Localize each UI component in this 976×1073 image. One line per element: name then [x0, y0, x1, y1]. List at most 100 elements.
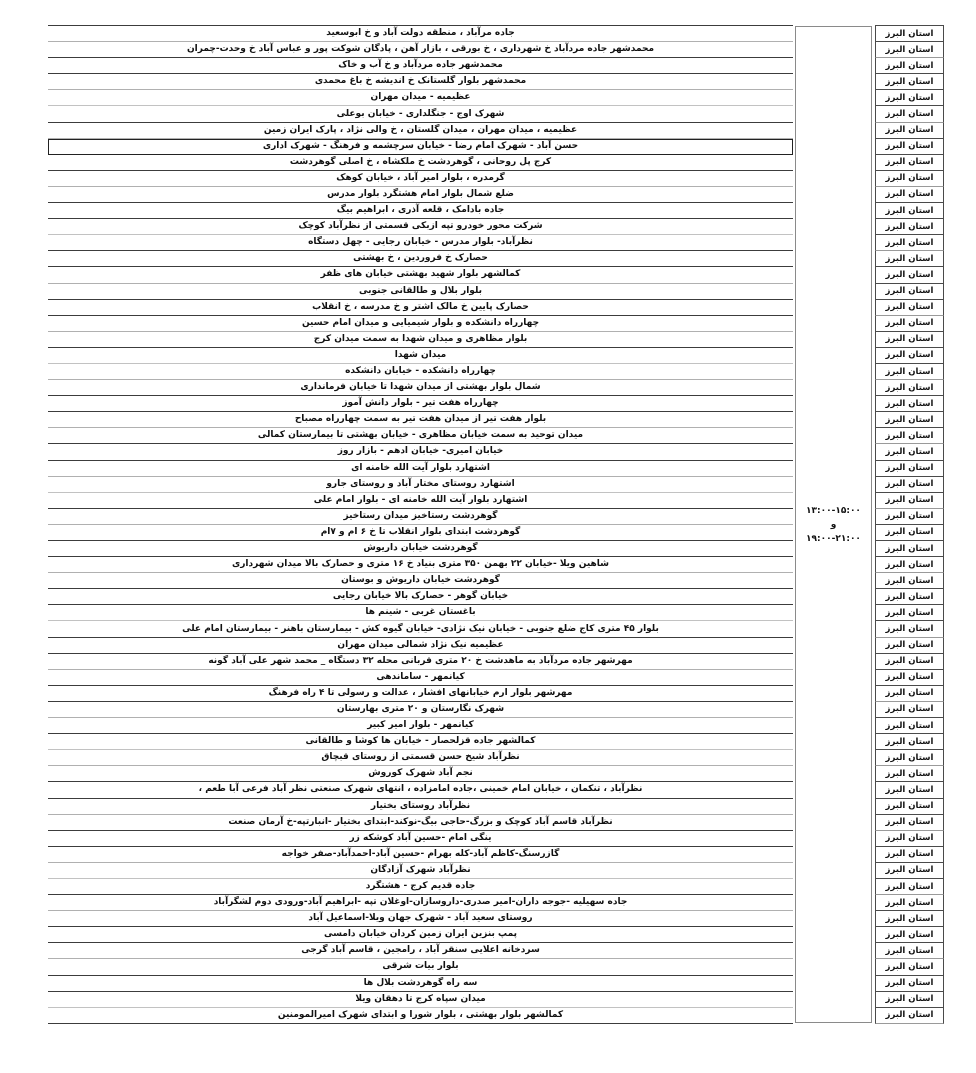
province-cell: استان البرز	[875, 90, 944, 107]
area-row: جاده مرآباد ، منطقه دولت آباد و خ ابوسعی…	[48, 26, 793, 43]
area-row: حصارک پایین خ مالک اشتر و خ مدرسه ، خ ان…	[48, 300, 793, 316]
area-row: گوهردشت ابتدای بلوار انقلاب تا خ ۶ ام و …	[48, 525, 793, 541]
province-cell: استان البرز	[875, 718, 944, 735]
province-cell: استان البرز	[875, 412, 944, 429]
area-row: گازرسنگ-کاظم آباد-کله بهرام -حسین آباد-ا…	[48, 847, 793, 863]
area-row: شرکت محور خودرو تپه ازبکی قسمتی از نظرآب…	[48, 219, 793, 236]
province-cell: استان البرز	[875, 701, 944, 719]
area-row: اشتهارد بلوار آیت الله خامنه ای	[48, 461, 793, 477]
area-row: شهرک نگارستان و ۲۰ متری بهارستان	[48, 702, 793, 719]
province-cell: استان البرز	[875, 299, 944, 316]
area-row: نظرآباد قاسم آباد کوچک و بزرگ-حاجی بیگ-ن…	[48, 815, 793, 831]
province-cell: استان البرز	[875, 380, 944, 397]
province-cell: استان البرز	[875, 621, 944, 638]
province-cell: استان البرز	[875, 846, 944, 863]
province-cell: استان البرز	[875, 26, 944, 43]
area-row: بلوار بیات شرقی	[48, 959, 793, 976]
area-row: جاده سهیلیه -جوجه داران-امیر صدری-داروسا…	[48, 895, 793, 912]
province-cell: استان البرز	[875, 911, 944, 928]
area-row: خیابان گوهر - حصارک بالا خیابان رجایی	[48, 589, 793, 606]
province-cell: استان البرز	[875, 122, 944, 139]
province-cell: استان البرز	[875, 605, 944, 622]
province-cell: استان البرز	[875, 766, 944, 783]
province-cell: استان البرز	[875, 396, 944, 413]
area-row: چهارراه هفت تیر - بلوار دانش آموز	[48, 396, 793, 413]
area-row: روستای سعید آباد - شهرک جهان ویلا-اسماعی…	[48, 911, 793, 928]
area-row: خیابان امیری- خیابان ادهم - بازار روز	[48, 444, 793, 461]
province-cell: استان البرز	[875, 235, 944, 252]
province-cell: استان البرز	[875, 798, 944, 815]
province-cell: استان البرز	[875, 347, 944, 364]
province-cell: استان البرز	[875, 878, 944, 896]
area-row: کمالشهر بلوار بهشتی ، بلوار شورا و ابتدا…	[48, 1008, 793, 1024]
province-cell: استان البرز	[875, 524, 944, 541]
province-cell: استان البرز	[875, 637, 944, 654]
time-range-1: ۱۳:۰۰-۱۵:۰۰	[806, 505, 861, 516]
area-row: ضلع شمال بلوار امام هشتگرد بلوار مدرس	[48, 187, 793, 204]
province-cell: استان البرز	[875, 186, 944, 204]
area-row: مهرشهر جاده مردآباد به ماهدشت خ ۲۰ متری …	[48, 654, 793, 670]
province-cell: استان البرز	[875, 219, 944, 236]
area-row: گوهردشت رستاخیز میدان رستاخیز	[48, 509, 793, 525]
time-window-cell: ۱۳:۰۰-۱۵:۰۰ و ۱۹:۰۰-۲۱:۰۰	[795, 26, 872, 1023]
area-row: نظرآباد ، تنکمان ، خیابان امام خمینی ،جا…	[48, 782, 793, 799]
area-row: حصارک خ فروردین ، خ بهشتی	[48, 251, 793, 268]
area-row: بلوار مظاهری و میدان شهدا به سمت میدان ک…	[48, 332, 793, 348]
province-cell: استان البرز	[875, 154, 944, 171]
area-row: ینگی امام -حسین آباد کوشکه زر	[48, 831, 793, 847]
province-cell: استان البرز	[875, 363, 944, 381]
area-row: چهارراه دانشکده - خیابان دانشکده	[48, 364, 793, 381]
province-cell: استان البرز	[875, 476, 944, 493]
area-row: نظرآباد روستای بختیار	[48, 799, 793, 815]
province-cell: استان البرز	[875, 975, 944, 992]
province-cell: استان البرز	[875, 267, 944, 284]
area-row: اشتهارد روستای مختار آباد و روستای جارو	[48, 477, 793, 493]
area-row: چهارراه دانشکده و بلوار شیمیایی و میدان …	[48, 316, 793, 332]
province-cell: استان البرز	[875, 315, 944, 332]
area-row: نجم آباد شهرک کوروش	[48, 766, 793, 783]
area-row: عظیمیه - میدان مهران	[48, 90, 793, 107]
province-cell: استان البرز	[875, 283, 944, 300]
area-row: بلوار هفت تیر از میدان هفت تیر به سمت چه…	[48, 412, 793, 429]
area-row: سردخانه اعلایی سنقر آباد ، رامجین ، قاسم…	[48, 943, 793, 960]
area-row: باغستان غربی - شینم ها	[48, 605, 793, 622]
area-row: جاده قدیم کرج - هشتگرد	[48, 879, 793, 896]
province-cell: استان البرز	[875, 444, 944, 461]
area-row: گرمدره ، بلوار امیر آباد ، خیابان کوهک	[48, 171, 793, 187]
province-cell: استان البرز	[875, 74, 944, 91]
area-row: بلوار بلال و طالقانی جنوبی	[48, 284, 793, 300]
area-row: مهرشهر بلوار ارم خیابانهای افشار ، عدالت…	[48, 686, 793, 702]
province-cell: استان البرز	[875, 557, 944, 574]
province-cell: استان البرز	[875, 1007, 944, 1024]
time-range-2: ۱۹:۰۰-۲۱:۰۰	[806, 533, 861, 544]
area-row: کمالشهر جاده قزلحصار - خیابان ها کوشا و …	[48, 734, 793, 751]
area-row: بلوار ۴۵ متری کاج ضلع جنوبی - خیابان نیک…	[48, 621, 793, 638]
area-row: حسن آباد - شهرک امام رضا - خیابان سرچشمه…	[48, 138, 793, 155]
area-row: پمپ بنزین ایران زمین کردان خیابان دامسی	[48, 927, 793, 944]
province-cell: استان البرز	[875, 541, 944, 558]
area-row: سه راه گوهردشت بلال ها	[48, 976, 793, 992]
area-row: جاده بادامک ، قلعه آذری ، ابراهیم بیگ	[48, 203, 793, 220]
province-cell: استان البرز	[875, 106, 944, 123]
province-cell: استان البرز	[875, 428, 944, 445]
area-row: عظیمیه نیک نژاد شمالی میدان مهران	[48, 638, 793, 654]
province-cell: استان البرز	[875, 653, 944, 670]
province-cell: استان البرز	[875, 589, 944, 606]
area-row: محمدشهر جاده مردآباد خ شهرداری ، خ بورقی…	[48, 42, 793, 59]
province-cell: استان البرز	[875, 170, 944, 187]
time-conjunction: و	[830, 519, 837, 530]
area-row: گوهردشت خیابان داریوش	[48, 541, 793, 558]
province-cell: استان البرز	[875, 460, 944, 477]
province-cell: استان البرز	[875, 927, 944, 944]
province-cell: استان البرز	[875, 991, 944, 1008]
area-row: عظیمیه ، میدان مهران ، میدان گلستان ، خ …	[48, 123, 793, 139]
province-cell: استان البرز	[875, 203, 944, 220]
area-row: کیانمهر - ساماندهی	[48, 670, 793, 686]
province-cell: استان البرز	[875, 331, 944, 348]
province-cell: استان البرز	[875, 669, 944, 686]
province-cell: استان البرز	[875, 782, 944, 799]
area-row: میدان شهدا	[48, 348, 793, 364]
area-row: کیانمهر - بلوار امیر کبیر	[48, 718, 793, 735]
province-cell: استان البرز	[875, 734, 944, 751]
